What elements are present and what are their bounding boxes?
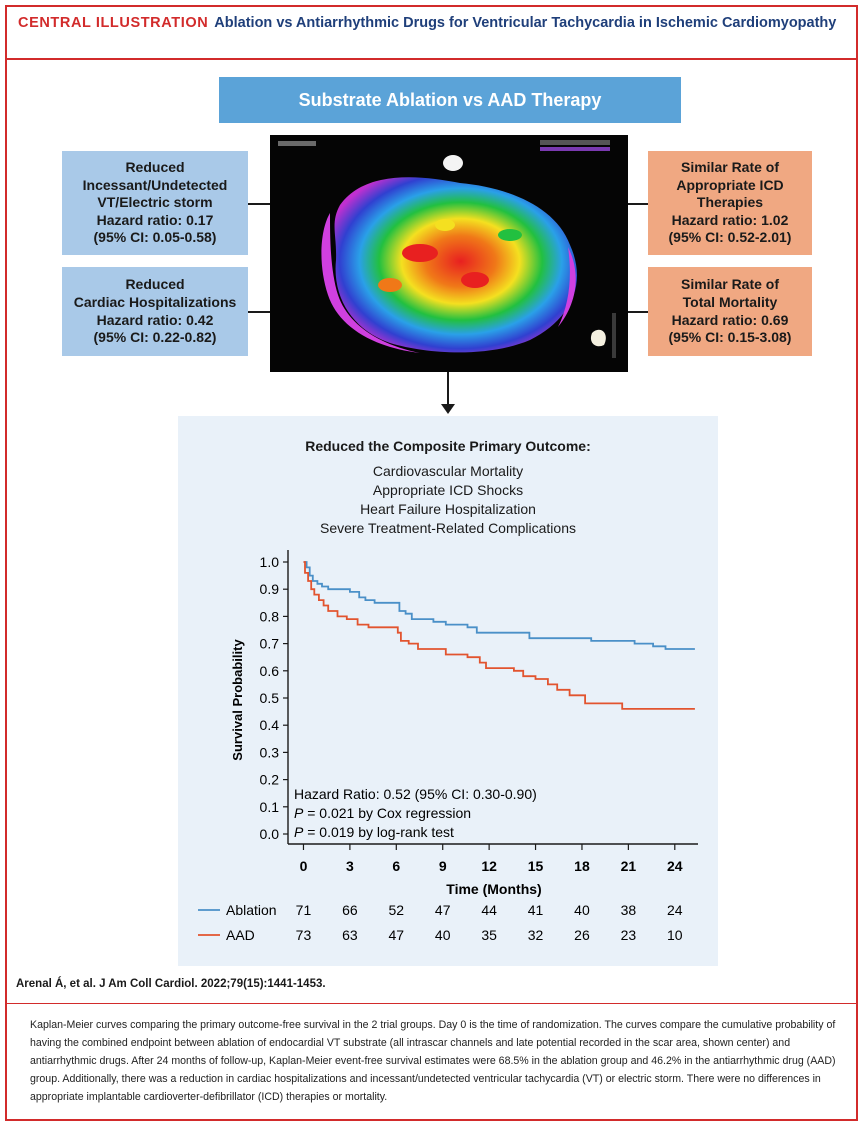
right-box-icd-therapies: Similar Rate of Appropriate ICD Therapie… [648,151,812,255]
left-box-line: Hazard ratio: 0.17 [96,211,214,228]
left-box-line: Incessant/Undetected [82,176,228,193]
y-tick-label: 0.5 [260,690,280,706]
right-box-line: Similar Rate of [680,276,780,293]
voltage-map-drawing [270,135,628,372]
right-box-mortality: Similar Rate of Total Mortality Hazard r… [648,267,812,356]
x-tick-label: 3 [346,858,354,874]
annotation-cox: P = 0.021 by Cox regression [294,805,471,821]
x-tick-label: 24 [667,858,683,874]
risk-count: 23 [621,927,637,943]
risk-count: 73 [296,927,312,943]
banner: Substrate Ablation vs AAD Therapy [219,77,681,123]
risk-row-label: Ablation [226,902,277,918]
outcome-title: Reduced the Composite Primary Outcome: [305,438,591,454]
outcome-panel: Reduced the Composite Primary Outcome: C… [178,416,718,966]
risk-count: 40 [574,902,590,918]
right-box-line: Appropriate ICD [676,176,784,193]
risk-count: 66 [342,902,358,918]
risk-count: 47 [435,902,451,918]
illustration-frame [5,5,858,1121]
right-box-line: (95% CI: 0.15-3.08) [668,329,792,346]
risk-row-label: AAD [226,927,255,943]
x-tick-label: 21 [621,858,637,874]
left-box-line: (95% CI: 0.05-0.58) [93,229,217,246]
y-tick-label: 0.8 [260,608,280,624]
risk-count: 32 [528,927,544,943]
x-axis-label: Time (Months) [446,881,541,897]
y-tick-label: 0.1 [260,799,280,815]
left-box-line: (95% CI: 0.22-0.82) [93,329,217,346]
left-box-line: Cardiac Hospitalizations [73,293,237,310]
right-box-line: Hazard ratio: 1.02 [671,211,789,228]
y-tick-label: 0.0 [260,826,280,842]
header-tag: CENTRAL ILLUSTRATION [18,15,209,31]
y-tick-label: 0.4 [260,717,280,733]
x-tick-label: 9 [439,858,447,874]
flow-arrow-head [441,404,455,414]
left-box-hospitalizations: Reduced Cardiac Hospitalizations Hazard … [62,267,248,356]
y-tick-label: 0.2 [260,772,280,788]
outcome-item: Appropriate ICD Shocks [372,482,524,498]
connector-line [628,311,648,313]
right-box-line: Total Mortality [682,293,778,310]
header-divider [7,58,856,60]
caption-divider [7,1003,856,1004]
header: CENTRAL ILLUSTRATION Ablation vs Antiarrh… [18,14,838,33]
left-box-electric-storm: Reduced Incessant/Undetected VT/Electric… [62,151,248,255]
outcome-item: Heart Failure Hospitalization [360,501,536,517]
km-chart: Survival Probability 0.00.10.20.30.40.50… [198,550,698,943]
connector-line [248,203,270,205]
risk-count: 47 [389,927,405,943]
risk-count: 10 [667,927,683,943]
left-box-line: Reduced [125,276,185,293]
outcome-list: Cardiovascular Mortality Appropriate ICD… [178,462,718,538]
header-title: Ablation vs Antiarrhythmic Drugs for Ven… [214,15,837,31]
left-box-line: Reduced [125,159,185,176]
left-box-line: Hazard ratio: 0.42 [96,311,214,328]
risk-count: 41 [528,902,544,918]
series-line-ablation [303,561,695,650]
right-box-line: Therapies [696,194,764,211]
x-tick-label: 0 [300,858,308,874]
right-box-line: (95% CI: 0.52-2.01) [668,229,792,246]
x-tick-label: 15 [528,858,544,874]
outcome-item: Cardiovascular Mortality [372,463,524,479]
x-tick-label: 6 [392,858,400,874]
left-box-line: VT/Electric storm [97,194,213,211]
risk-count: 35 [481,927,497,943]
risk-count: 44 [481,902,497,918]
x-tick-label: 12 [481,858,497,874]
annotation-logrank: P = 0.019 by log-rank test [294,824,454,840]
risk-table: Ablation 71 66 52 47 44 41 40 38 24 AAD 73 63 47 40 35 3… [198,902,683,943]
x-ticks: 0 3 6 9 12 15 18 21 24 [300,844,683,874]
risk-count: 38 [621,902,637,918]
series-line-aad [303,561,695,710]
risk-count: 40 [435,927,451,943]
y-tick-label: 0.6 [260,663,280,679]
right-box-line: Similar Rate of [680,159,780,176]
risk-count: 26 [574,927,590,943]
risk-count: 24 [667,902,683,918]
y-tick-label: 0.3 [260,744,280,760]
risk-count: 52 [389,902,405,918]
right-box-line: Hazard ratio: 0.69 [671,311,789,328]
citation: Arenal Á, et al. J Am Coll Cardiol. 2022… [16,978,326,990]
risk-count: 63 [342,927,358,943]
x-tick-label: 18 [574,858,590,874]
flow-arrow-line [447,372,449,406]
y-ticks: 0.0 0.1 0.2 0.3 0.4 0.5 0.6 0.7 0.8 0.9 1.0 [260,554,288,842]
risk-count: 71 [296,902,312,918]
y-tick-label: 0.7 [260,636,280,652]
caption: Kaplan-Meier curves comparing the primar… [30,1019,836,1103]
y-tick-label: 0.9 [260,581,280,597]
y-axis-label: Survival Probability [230,639,245,761]
outcome-item: Severe Treatment-Related Complications [319,520,576,536]
connector-line [248,311,270,313]
connector-line [628,203,648,205]
annotation-hazard-ratio: Hazard Ratio: 0.52 (95% CI: 0.30-0.90) [294,786,537,802]
voltage-map-image [270,135,628,372]
y-tick-label: 1.0 [260,554,280,570]
